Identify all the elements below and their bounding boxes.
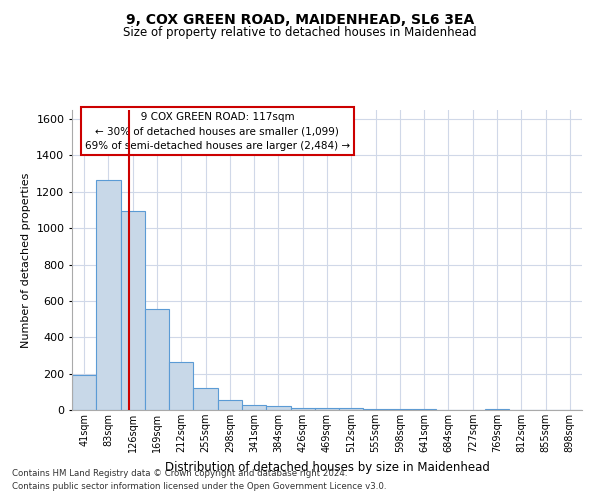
Bar bbox=[315, 408, 339, 410]
Bar bbox=[242, 404, 266, 410]
Bar bbox=[412, 409, 436, 410]
Bar bbox=[218, 400, 242, 410]
Bar bbox=[193, 388, 218, 410]
Bar bbox=[485, 409, 509, 410]
Bar bbox=[121, 211, 145, 410]
Y-axis label: Number of detached properties: Number of detached properties bbox=[20, 172, 31, 348]
Text: Size of property relative to detached houses in Maidenhead: Size of property relative to detached ho… bbox=[123, 26, 477, 39]
Bar bbox=[169, 362, 193, 410]
Bar bbox=[364, 409, 388, 410]
Bar bbox=[72, 374, 96, 410]
Bar bbox=[266, 406, 290, 410]
Text: Contains HM Land Registry data © Crown copyright and database right 2024.: Contains HM Land Registry data © Crown c… bbox=[12, 468, 347, 477]
Text: Contains public sector information licensed under the Open Government Licence v3: Contains public sector information licen… bbox=[12, 482, 386, 491]
Bar bbox=[145, 309, 169, 410]
Bar bbox=[388, 409, 412, 410]
Bar bbox=[96, 180, 121, 410]
Bar bbox=[290, 408, 315, 410]
Text: 9, COX GREEN ROAD, MAIDENHEAD, SL6 3EA: 9, COX GREEN ROAD, MAIDENHEAD, SL6 3EA bbox=[126, 12, 474, 26]
Text: 9 COX GREEN ROAD: 117sqm   
← 30% of detached houses are smaller (1,099)
69% of : 9 COX GREEN ROAD: 117sqm ← 30% of detach… bbox=[85, 112, 350, 151]
X-axis label: Distribution of detached houses by size in Maidenhead: Distribution of detached houses by size … bbox=[164, 460, 490, 473]
Bar bbox=[339, 408, 364, 410]
